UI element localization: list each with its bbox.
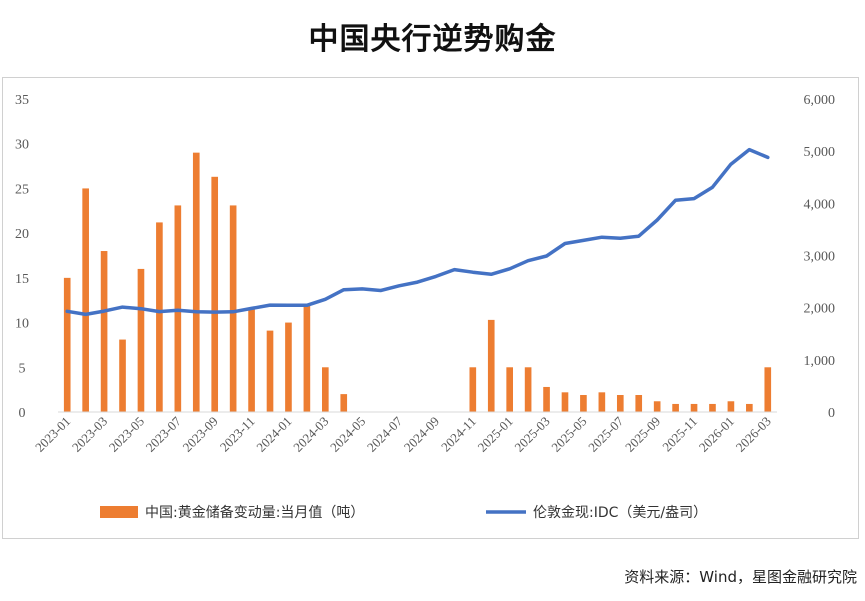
x-tick-label: 2024-05 [327,414,368,455]
bar-2023-12 [266,330,274,412]
x-tick-label: 2025-05 [548,414,589,455]
x-tick-label: 2025-03 [511,414,552,455]
bar-2024-12 [487,319,495,412]
bar-2026-02 [746,403,753,412]
legend-line-label: 伦敦金现:IDC（美元/盎司） [533,505,707,521]
x-tick-label: 2024-09 [401,414,442,455]
bar-2025-04 [561,392,569,412]
bar-2026-01 [727,401,735,412]
x-tick-label: 2023-01 [32,414,73,455]
source-note: 资料来源：Wind，星图金融研究院 [624,568,857,586]
legend-bar-label: 中国:黄金储备变动量:当月值（吨） [145,504,364,521]
y-right-tick-label: 4,000 [804,197,836,212]
bar-2025-09 [653,401,661,412]
bar-2024-02 [303,304,311,412]
bar-2023-04 [119,339,126,412]
x-tick-label: 2023-05 [106,414,147,455]
bar-2024-04 [340,394,348,412]
y-left-tick-label: 30 [15,138,29,153]
bar-2023-03 [100,251,108,412]
bar-2023-08 [192,152,200,412]
x-tick-label: 2023-09 [180,414,221,455]
x-tick-label: 2025-01 [475,414,516,455]
x-tick-label: 2026-01 [696,414,737,455]
x-tick-label: 2026-03 [733,414,774,455]
bar-2024-11 [469,367,477,412]
bar-2023-05 [137,268,145,412]
chart-frame [2,77,859,539]
x-tick-label: 2025-09 [622,414,663,455]
bar-2025-11 [690,403,698,412]
y-right-tick-label: 3,000 [804,250,836,265]
x-tick-label: 2024-01 [253,414,294,455]
y-left-tick-label: 25 [15,182,29,197]
bar-2023-02 [82,188,89,412]
x-tick-label: 2024-07 [364,413,406,455]
y-axis-right: 0 1,000 2,000 3,000 4,000 5,000 6,000 [804,93,836,421]
bar-2023-06 [156,222,163,412]
y-right-tick-label: 1,000 [804,354,836,369]
x-tick-label: 2025-07 [585,413,627,455]
bar-2023-10 [229,205,237,412]
bar-2025-05 [580,395,587,412]
y-left-tick-label: 35 [15,93,29,108]
x-tick-label: 2023-11 [217,414,258,455]
chart-title: 中国央行逆势购金 [308,22,557,57]
y-axis-left: 0 5 10 15 20 25 30 35 [15,93,29,421]
y-left-tick-label: 15 [15,272,29,287]
y-right-tick-label: 0 [828,406,835,421]
x-tick-label: 2024-11 [438,414,479,455]
y-right-tick-label: 6,000 [804,93,836,108]
x-tick-label: 2025-11 [659,414,700,455]
y-left-tick-label: 0 [19,406,26,421]
x-axis: 2023-012023-032023-052023-072023-092023-… [32,411,777,455]
bar-2025-08 [635,395,643,412]
line-series-layer [65,147,770,317]
legend: 中国:黄金储备变动量:当月值（吨） 伦敦金现:IDC（美元/盎司） [100,504,707,521]
bar-2025-07 [616,395,624,412]
legend-bar-swatch [100,506,138,518]
y-left-tick-label: 10 [15,317,29,332]
bar-2025-10 [672,403,679,412]
bar-2024-03 [322,367,329,412]
x-tick-label: 2023-07 [143,413,185,455]
y-right-tick-label: 2,000 [804,302,836,317]
x-tick-label: 2023-03 [69,414,110,455]
bar-2023-09 [211,176,219,412]
bar-2023-11 [248,309,255,412]
bar-2025-02 [524,367,532,412]
bar-2025-12 [709,403,716,412]
bar-2025-06 [598,392,606,412]
bar-2023-01 [63,277,71,412]
bar-2025-03 [543,386,550,412]
bar-2024-01 [285,322,292,412]
y-right-tick-label: 5,000 [804,145,836,160]
y-left-tick-label: 5 [19,361,26,376]
y-left-tick-label: 20 [15,227,29,242]
gold-price-line [65,147,770,317]
bar-2026-03 [764,367,772,412]
x-tick-label: 2024-03 [290,414,331,455]
bar-2025-01 [506,367,513,412]
